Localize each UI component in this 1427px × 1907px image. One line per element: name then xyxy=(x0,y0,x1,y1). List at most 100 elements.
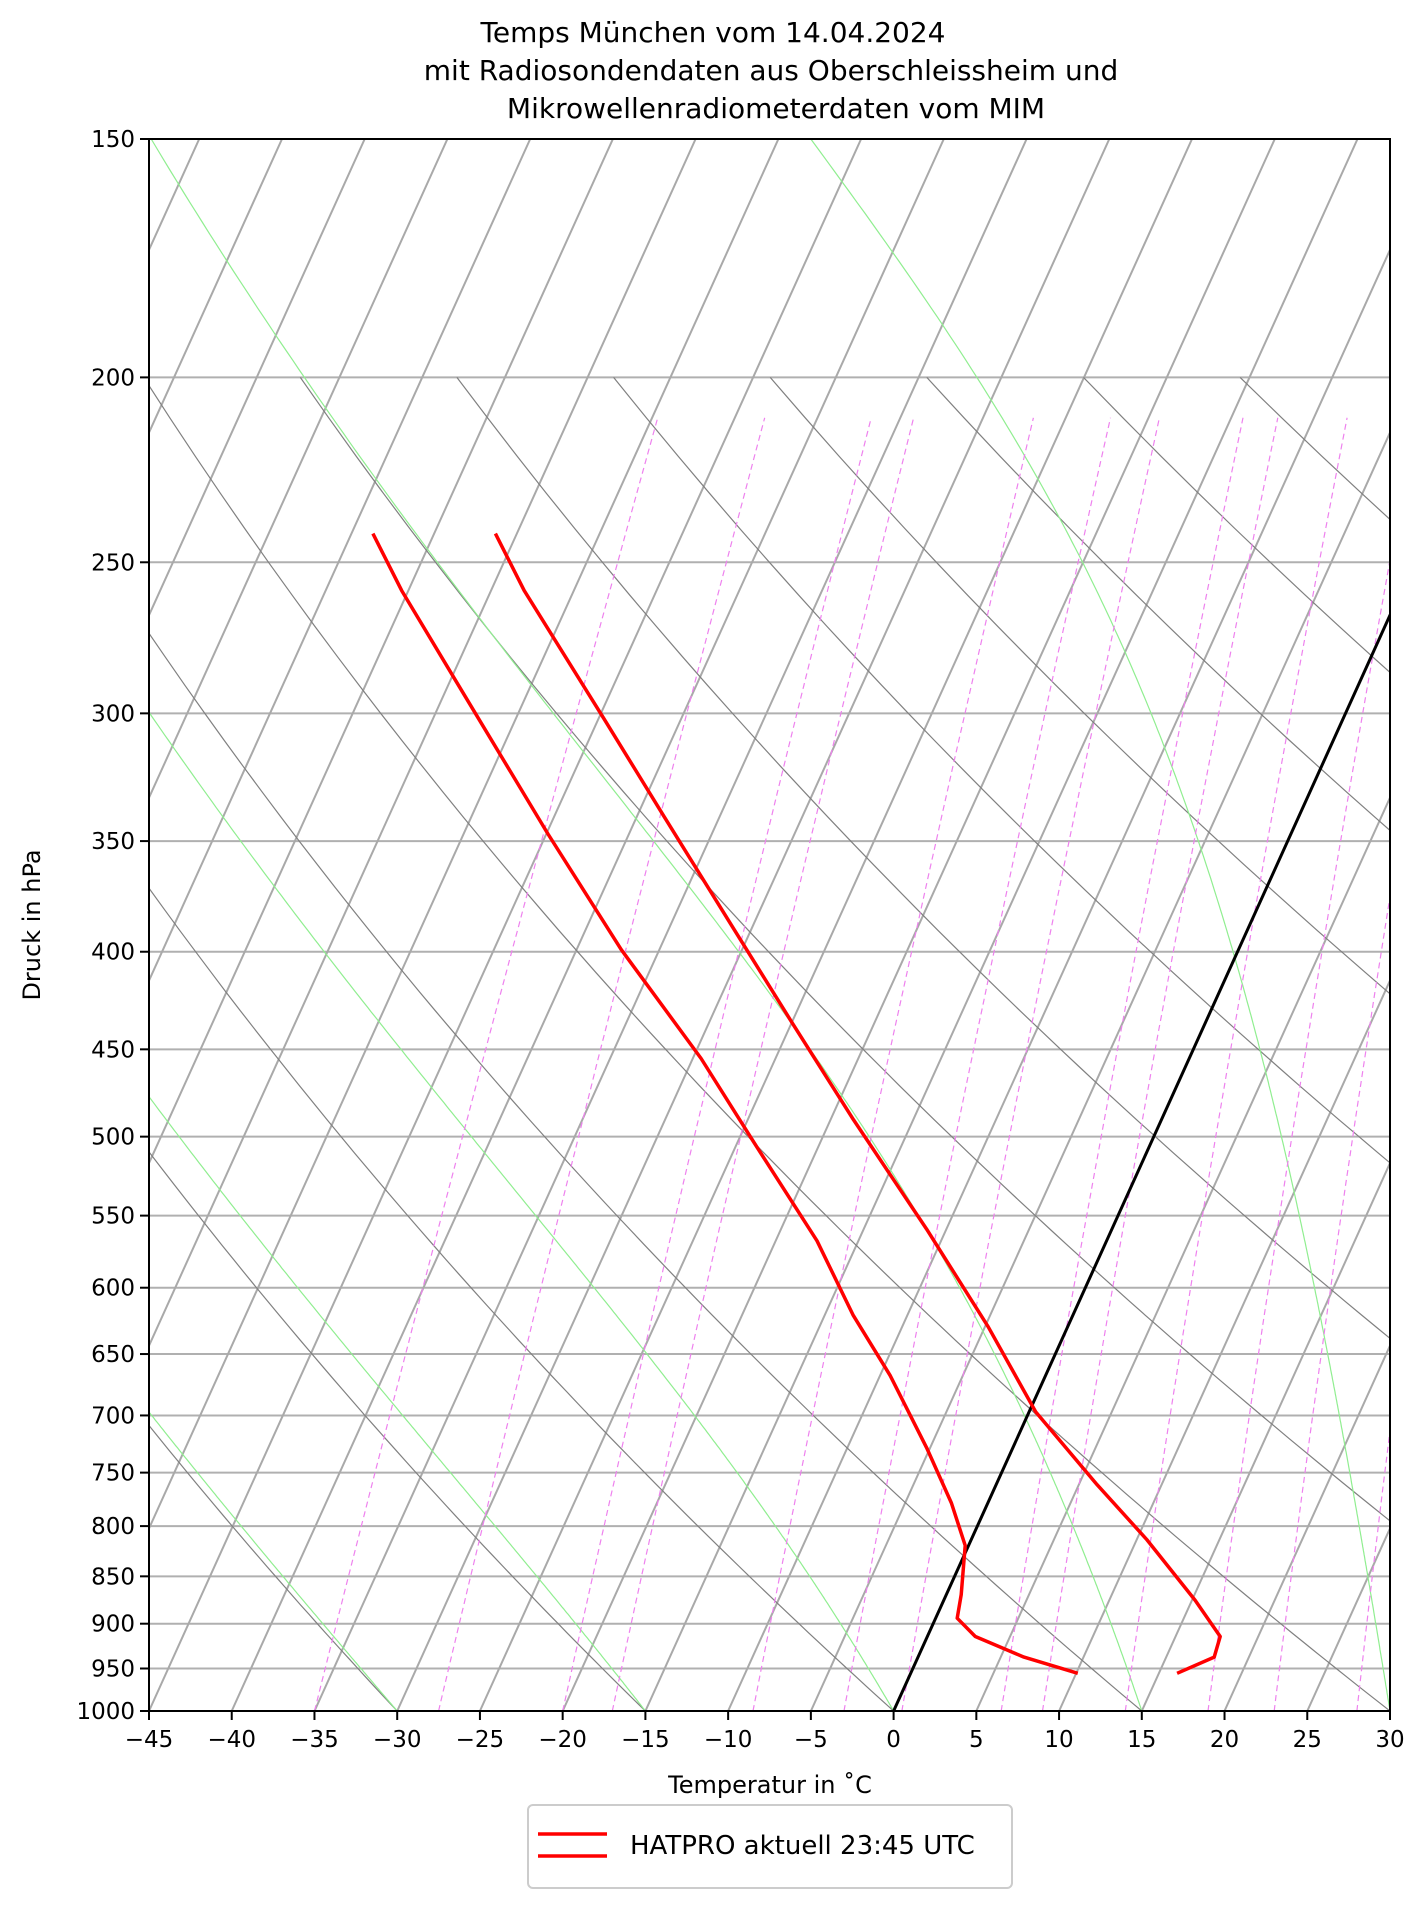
x-axis-label: Temperatur in ˚C xyxy=(667,1771,872,1799)
mixing-ratio-line xyxy=(1041,417,1279,1711)
legend: HATPRO aktuell 23:45 UTC xyxy=(527,1804,1013,1889)
y-tick-label: 500 xyxy=(91,1125,135,1151)
dry-adiabat-line xyxy=(149,1424,398,1711)
x-tick-label: 15 xyxy=(1127,1727,1156,1753)
profiles xyxy=(371,532,1390,1711)
moist-adiabat-line xyxy=(149,1095,646,1711)
isotherm-line xyxy=(644,139,1359,1711)
x-tick-label: 20 xyxy=(1210,1727,1239,1753)
mixing-ratio-line xyxy=(1207,556,1390,1711)
y-tick-label: 750 xyxy=(91,1461,135,1487)
mixing-ratio-line xyxy=(1356,1425,1390,1711)
isotherm-line xyxy=(727,247,1390,1711)
background-lines xyxy=(149,139,1427,1711)
isotherm-line xyxy=(1389,1708,1390,1711)
mixing-ratio-line xyxy=(901,417,1160,1711)
y-tick-label: 450 xyxy=(91,1037,135,1063)
dry-adiabat-line xyxy=(1083,376,1390,674)
y-tick-label: 950 xyxy=(91,1656,135,1682)
isotherm-line xyxy=(149,139,449,801)
mixing-ratio-line xyxy=(1124,417,1348,1711)
x-tick-label: −35 xyxy=(290,1727,339,1753)
isotherm-line xyxy=(1058,978,1390,1711)
moist-adiabat-line xyxy=(149,711,895,1711)
dry-adiabat-line xyxy=(926,376,1390,832)
y-tick-label: 250 xyxy=(91,550,135,576)
zero-isotherm-line xyxy=(892,611,1390,1711)
mixing-ratio-line xyxy=(313,417,659,1711)
x-tick-label: −20 xyxy=(538,1727,587,1753)
dry-adiabat-line xyxy=(1397,377,1427,1711)
isotherm-line xyxy=(149,139,366,618)
isotherm-line xyxy=(149,139,283,436)
x-tick-label: 5 xyxy=(969,1727,984,1753)
isotherm-line xyxy=(975,795,1390,1711)
y-tick-label: 900 xyxy=(91,1612,135,1638)
legend-box xyxy=(527,1804,1013,1889)
y-tick-label: 600 xyxy=(91,1276,135,1302)
isotherm-line xyxy=(1306,1526,1390,1711)
dry-adiabat-line xyxy=(1239,376,1390,521)
mixing-ratio-line xyxy=(752,417,1034,1711)
y-axis-label: Druck in hPa xyxy=(18,849,46,1000)
x-tick-label: −15 xyxy=(621,1727,670,1753)
mixing-ratio-line xyxy=(1273,893,1390,1711)
plot-frame xyxy=(148,138,1391,1712)
x-tick-label: −30 xyxy=(373,1727,422,1753)
y-tick-label: 550 xyxy=(91,1204,135,1230)
isotherm-line xyxy=(149,139,614,1166)
x-tick-label: −5 xyxy=(794,1727,828,1753)
isotherm-line xyxy=(561,139,1276,1711)
isotherm-line xyxy=(149,139,863,1711)
mixing-ratio-line xyxy=(562,417,872,1711)
y-tick-label: 650 xyxy=(91,1342,135,1368)
axes: 1502002503003504004505005506006507007508… xyxy=(76,127,1404,1753)
dry-adiabat-line xyxy=(149,887,895,1711)
dry-adiabat-line xyxy=(149,632,1143,1711)
y-tick-label: 1000 xyxy=(76,1699,135,1725)
dry-adiabat-line xyxy=(299,377,1390,1522)
title-line-3: Mikrowellenradiometerdaten vom MIM xyxy=(507,92,1045,125)
mixing-ratio-line xyxy=(1000,417,1244,1711)
dry-adiabat-line xyxy=(149,1150,646,1711)
isotherm-line xyxy=(396,139,1111,1711)
dry-adiabat-line xyxy=(769,377,1390,995)
x-tick-label: −10 xyxy=(704,1727,753,1753)
y-tick-label: 800 xyxy=(91,1514,135,1540)
isotherm-line xyxy=(149,139,780,1531)
x-tick-label: 10 xyxy=(1044,1727,1073,1753)
dry-adiabat-line xyxy=(613,377,1390,1164)
moist-adiabat-line xyxy=(149,1411,398,1711)
moist-adiabat-line xyxy=(810,139,1390,1711)
isotherm-line xyxy=(149,139,532,983)
isotherm-line xyxy=(1140,1160,1390,1711)
x-tick-label: −45 xyxy=(125,1727,174,1753)
y-tick-label: 150 xyxy=(91,127,135,153)
isotherm-line xyxy=(1223,1343,1390,1711)
x-tick-label: 25 xyxy=(1293,1727,1322,1753)
title-line-2: mit Radiosondendaten aus Oberschleisshei… xyxy=(424,54,1118,87)
y-tick-label: 400 xyxy=(91,940,135,966)
mixing-ratio-line xyxy=(843,417,1112,1711)
chart-title: Temps München vom 14.04.2024 mit Radioso… xyxy=(424,16,1118,125)
y-tick-label: 850 xyxy=(91,1564,135,1590)
x-tick-label: −25 xyxy=(456,1727,505,1753)
dry-adiabat-line xyxy=(149,384,1390,1711)
x-tick-label: 30 xyxy=(1375,1727,1404,1753)
isotherm-line xyxy=(478,139,1193,1711)
legend-label: HATPRO aktuell 23:45 UTC xyxy=(630,1831,975,1861)
dry-adiabat-line xyxy=(456,377,1390,1340)
x-tick-label: 0 xyxy=(886,1727,901,1753)
x-tick-label: −40 xyxy=(207,1727,256,1753)
isotherm-line xyxy=(230,139,945,1711)
isotherm-line xyxy=(809,430,1390,1711)
temperature-profile-line xyxy=(493,532,1222,1675)
isotherm-line xyxy=(149,139,697,1349)
y-tick-label: 350 xyxy=(91,829,135,855)
y-tick-label: 300 xyxy=(91,701,135,727)
mixing-ratio-line xyxy=(611,417,915,1711)
isotherm-line xyxy=(313,139,1028,1711)
title-line-1: Temps München vom 14.04.2024 xyxy=(480,16,946,49)
y-tick-label: 200 xyxy=(91,365,135,391)
